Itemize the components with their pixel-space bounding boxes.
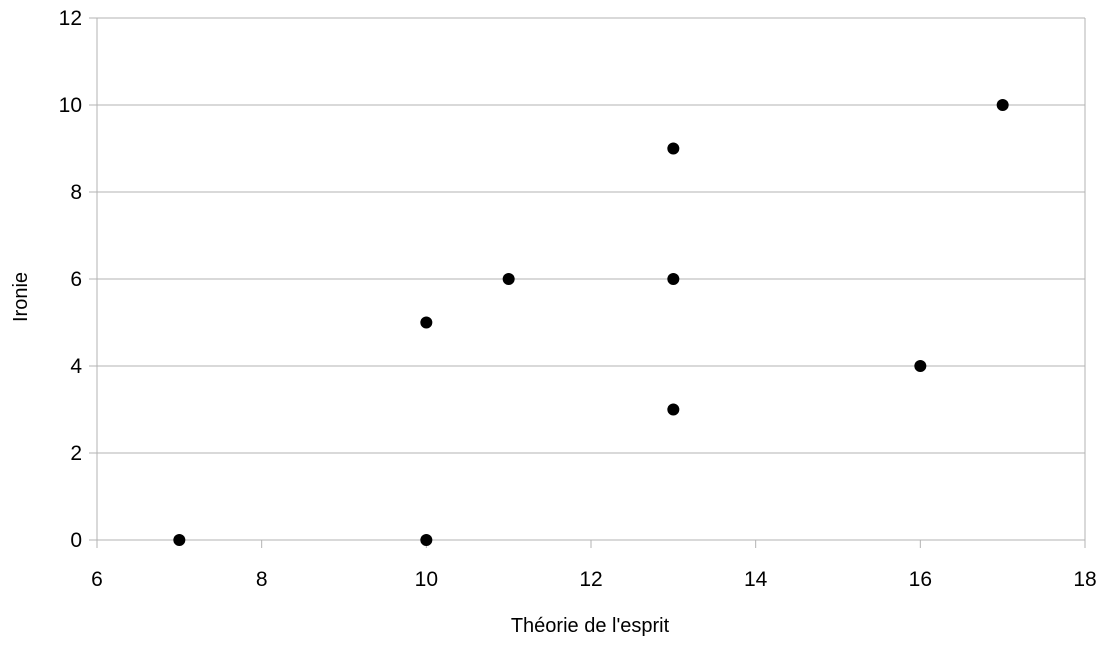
x-tick-label-0: 6 xyxy=(91,568,103,591)
y-tick-label-6: 12 xyxy=(59,7,82,30)
data-point-2 xyxy=(420,316,433,329)
y-tick-label-5: 10 xyxy=(59,94,82,117)
x-axis-title: Théorie de l'esprit xyxy=(511,615,670,637)
y-tick-label-3: 6 xyxy=(70,268,82,291)
x-tick-label-4: 14 xyxy=(744,568,768,591)
data-point-5 xyxy=(667,273,680,285)
x-tick-label-3: 12 xyxy=(579,568,602,591)
tick-label-layer: 0 2 4 6 8 10 12 6 8 10 12 14 16 18 xyxy=(59,7,1097,591)
grid-layer xyxy=(97,17,1085,541)
x-tick-label-6: 18 xyxy=(1073,568,1096,591)
data-point-8 xyxy=(996,99,1009,111)
y-tick-label-0: 0 xyxy=(70,529,82,552)
data-point-1 xyxy=(420,534,433,546)
x-tick-label-5: 16 xyxy=(909,568,932,591)
point-layer xyxy=(173,99,1009,546)
y-tick-label-2: 4 xyxy=(70,355,82,378)
y-tick-label-4: 8 xyxy=(70,181,82,204)
data-point-4 xyxy=(667,403,680,416)
axis-layer xyxy=(89,17,1086,548)
data-point-7 xyxy=(914,360,927,372)
data-point-0 xyxy=(173,534,186,546)
x-tick-label-2: 10 xyxy=(415,568,438,591)
x-tick-label-1: 8 xyxy=(256,568,268,591)
y-axis-title: Ironie xyxy=(10,272,32,322)
data-point-6 xyxy=(667,142,680,155)
y-tick-label-1: 2 xyxy=(70,442,82,465)
data-point-3 xyxy=(502,273,515,285)
